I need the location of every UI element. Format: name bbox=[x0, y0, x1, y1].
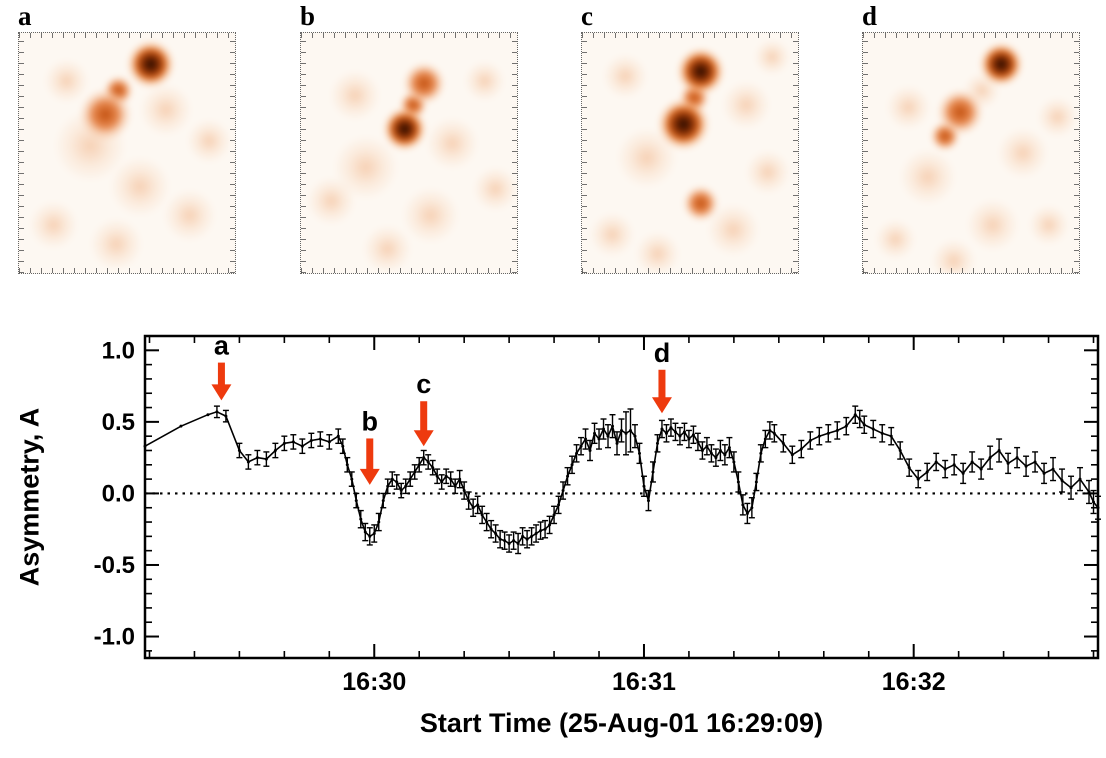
x-tick-label: 16:32 bbox=[882, 668, 946, 696]
intensity-map-c bbox=[581, 32, 799, 274]
arrow-label-c: c bbox=[416, 369, 431, 399]
arrow-shaft-c bbox=[420, 401, 428, 433]
asymmetry-series-line bbox=[144, 410, 1099, 545]
arrow-label-b: b bbox=[362, 406, 379, 436]
intensity-map-a-image bbox=[19, 33, 235, 273]
arrow-label-a: a bbox=[214, 331, 230, 361]
arrow-head-b bbox=[359, 468, 380, 485]
intensity-map-d bbox=[862, 32, 1080, 274]
panel-a: a bbox=[18, 1, 236, 276]
panel-a-label: a bbox=[18, 1, 32, 31]
panel-b-label: b bbox=[300, 1, 316, 31]
axis-ticks bbox=[145, 335, 1098, 658]
plot-box bbox=[143, 334, 1100, 660]
panel-c-label: c bbox=[581, 1, 593, 31]
x-axis-title: Start Time (25-Aug-01 16:29:09) bbox=[419, 708, 824, 738]
arrow-shaft-a bbox=[217, 362, 225, 387]
intensity-map-b-image bbox=[301, 33, 517, 273]
panel-d: d bbox=[862, 1, 1080, 276]
y-tick-label: -1.0 bbox=[94, 624, 135, 651]
arrow-shaft-b bbox=[366, 438, 374, 471]
event-arrows: a b c d bbox=[211, 331, 672, 485]
arrow-shaft-d bbox=[658, 369, 666, 400]
error-bars bbox=[213, 405, 1101, 555]
arrow-head-c bbox=[413, 430, 434, 447]
asymmetry-chart: 1.0 0.5 0.0 -0.5 -1.0 16:30 16:31 16:32 a b c d bbox=[94, 331, 1101, 696]
panel-b: b bbox=[300, 1, 518, 276]
y-tick-label: 1.0 bbox=[102, 337, 135, 364]
arrow-label-d: d bbox=[654, 338, 671, 368]
x-tick-label: 16:31 bbox=[612, 668, 676, 696]
intensity-map-a bbox=[18, 32, 236, 274]
y-tick-label: -0.5 bbox=[94, 552, 135, 579]
intensity-map-b bbox=[300, 32, 518, 274]
arrow-head-d bbox=[651, 397, 672, 414]
y-tick-label: 0.5 bbox=[102, 409, 135, 436]
axis-tick-labels: 1.0 0.5 0.0 -0.5 -1.0 16:30 16:31 16:32 bbox=[94, 337, 946, 696]
intensity-map-d-image bbox=[863, 33, 1079, 273]
intensity-map-c-image bbox=[582, 33, 798, 273]
x-tick-label: 16:30 bbox=[342, 668, 406, 696]
y-axis-title: Asymmetry, A bbox=[14, 407, 45, 587]
panel-d-label: d bbox=[862, 1, 878, 31]
arrow-head-a bbox=[211, 384, 232, 401]
panel-c: c bbox=[581, 1, 799, 276]
asymmetry-series-markers bbox=[143, 410, 1100, 546]
y-tick-label: 0.0 bbox=[102, 480, 135, 507]
